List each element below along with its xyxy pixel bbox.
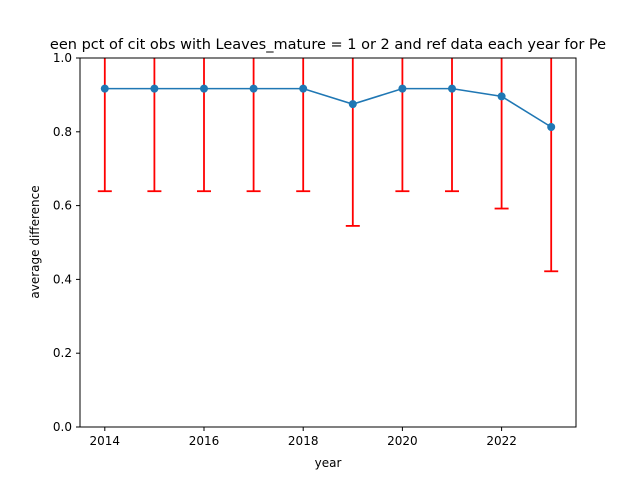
y-tick-label: 0.4	[53, 272, 72, 286]
data-point	[547, 123, 556, 132]
chart-title: een pct of cit obs with Leaves_mature = …	[50, 37, 606, 53]
x-tick-label: 2018	[288, 434, 319, 448]
data-point	[299, 84, 308, 93]
y-axis-label: average difference	[28, 185, 42, 298]
plot-frame	[79, 57, 577, 428]
series-line	[104, 87, 552, 128]
x-tick-label: 2020	[387, 434, 418, 448]
plot-background	[80, 58, 576, 427]
data-point	[448, 84, 456, 93]
data-point	[100, 84, 109, 93]
x-axis-label: year	[315, 456, 342, 470]
data-point	[200, 84, 208, 93]
y-axis-ticks: 0.0 0.2 0.4 0.6 0.8 1.0	[53, 51, 80, 434]
series-group	[100, 84, 556, 132]
x-tick-label: 2022	[486, 434, 517, 448]
y-tick-label: 0.6	[53, 199, 72, 213]
x-tick-label: 2014	[90, 434, 121, 448]
data-point	[348, 100, 357, 109]
y-tick-label: 1.0	[53, 51, 72, 65]
y-tick-label: 0.0	[53, 420, 72, 434]
data-point	[398, 84, 407, 93]
data-point	[150, 84, 159, 93]
data-point	[249, 84, 258, 93]
y-tick-label: 0.2	[53, 346, 72, 360]
y-tick-label: 0.8	[53, 125, 72, 139]
data-point	[497, 92, 506, 101]
x-tick-label: 2016	[189, 434, 220, 448]
x-axis-ticks: 2014 2016 2018 2020 2022	[90, 427, 517, 448]
